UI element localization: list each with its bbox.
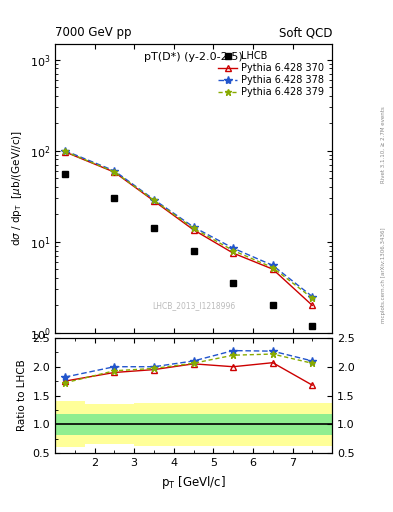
Text: Soft QCD: Soft QCD: [279, 26, 332, 39]
Pythia 6.428 379: [191, 225, 196, 231]
Line: Pythia 6.428 379: Pythia 6.428 379: [61, 148, 316, 302]
Legend: LHCB, Pythia 6.428 370, Pythia 6.428 378, Pythia 6.428 379: LHCB, Pythia 6.428 370, Pythia 6.428 378…: [215, 48, 327, 100]
Pythia 6.428 378: [112, 168, 117, 174]
LHCB: [112, 195, 117, 201]
Pythia 6.428 379: [62, 148, 67, 155]
Pythia 6.428 378: [231, 245, 235, 251]
Pythia 6.428 378: [310, 293, 315, 300]
Pythia 6.428 379: [152, 197, 156, 203]
Line: LHCB: LHCB: [61, 171, 316, 329]
Text: LHCB_2013_I1218996: LHCB_2013_I1218996: [152, 301, 235, 310]
X-axis label: p$_\mathregular{T}$ [GeVl/c]: p$_\mathregular{T}$ [GeVl/c]: [161, 474, 226, 490]
Pythia 6.428 379: [310, 295, 315, 301]
Pythia 6.428 370: [152, 198, 156, 204]
Text: pT(D*) (y-2.0-2.5): pT(D*) (y-2.0-2.5): [144, 52, 243, 62]
Pythia 6.428 378: [62, 147, 67, 154]
Pythia 6.428 379: [231, 247, 235, 253]
LHCB: [310, 323, 315, 329]
LHCB: [270, 302, 275, 308]
Pythia 6.428 379: [112, 169, 117, 175]
Pythia 6.428 370: [270, 266, 275, 272]
Pythia 6.428 370: [231, 250, 235, 256]
Line: Pythia 6.428 370: Pythia 6.428 370: [61, 148, 316, 309]
Y-axis label: Ratio to LHCB: Ratio to LHCB: [17, 359, 27, 432]
Pythia 6.428 370: [112, 169, 117, 175]
LHCB: [152, 225, 156, 231]
Pythia 6.428 370: [62, 149, 67, 155]
Pythia 6.428 379: [270, 265, 275, 271]
Pythia 6.428 378: [191, 224, 196, 230]
Pythia 6.428 378: [270, 262, 275, 268]
Line: Pythia 6.428 378: Pythia 6.428 378: [61, 146, 316, 301]
Text: Rivet 3.1.10, ≥ 2.7M events: Rivet 3.1.10, ≥ 2.7M events: [381, 106, 386, 183]
LHCB: [231, 280, 235, 286]
LHCB: [62, 171, 67, 177]
Pythia 6.428 370: [191, 227, 196, 233]
Pythia 6.428 378: [152, 197, 156, 203]
LHCB: [191, 247, 196, 253]
Y-axis label: d$\sigma$ / dp$_\mathregular{T}$  [$\mu$b/(GeV//c)]: d$\sigma$ / dp$_\mathregular{T}$ [$\mu$b…: [10, 130, 24, 246]
Pythia 6.428 370: [310, 302, 315, 308]
Text: 7000 GeV pp: 7000 GeV pp: [55, 26, 132, 39]
Text: mcplots.cern.ch [arXiv:1306.3436]: mcplots.cern.ch [arXiv:1306.3436]: [381, 227, 386, 323]
